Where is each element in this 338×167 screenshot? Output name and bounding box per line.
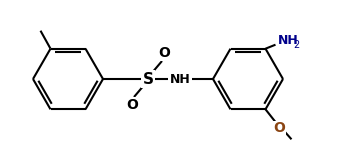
Text: O: O [158, 46, 170, 60]
Text: O: O [273, 121, 285, 135]
Text: NH: NH [277, 34, 298, 47]
Text: S: S [143, 71, 153, 87]
Text: 2: 2 [293, 40, 300, 50]
Text: O: O [126, 98, 138, 112]
Text: NH: NH [170, 72, 190, 86]
